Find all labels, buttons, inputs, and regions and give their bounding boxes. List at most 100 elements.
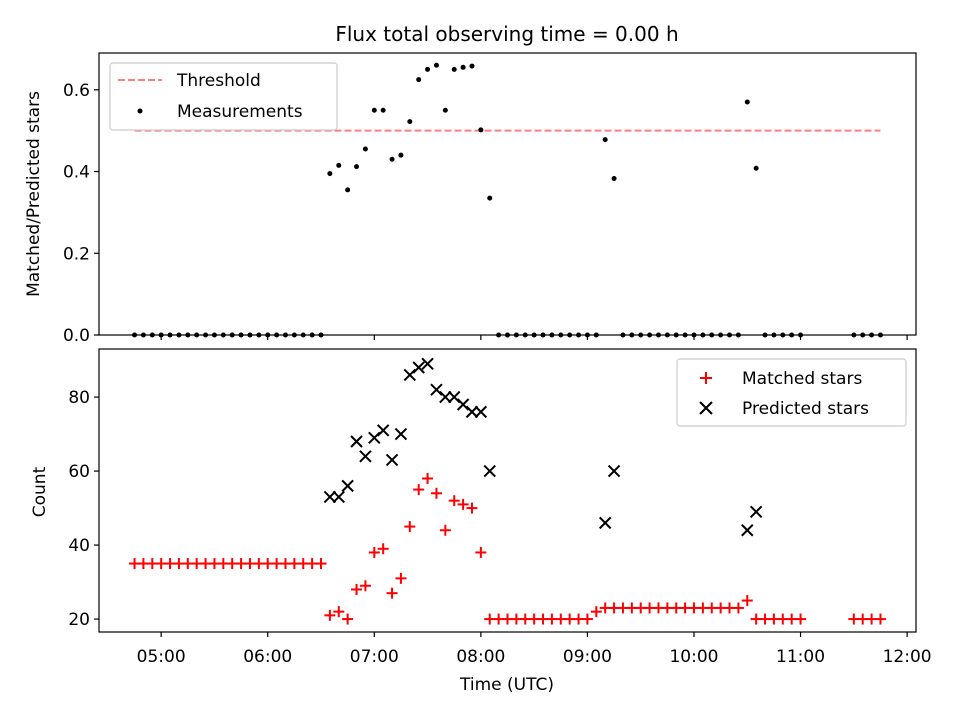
bottom-x-ticks: 05:00 06:00 07:00 08:00 09:00 10:00 11:00 12:00 [137, 632, 932, 667]
top-y-axis-label: Matched/Predicted stars [24, 91, 44, 297]
matched-star-marker [368, 546, 380, 558]
measurement-point [611, 175, 617, 181]
measurement-point [478, 127, 484, 133]
measurement-point [487, 195, 493, 201]
measurement-point [380, 107, 386, 113]
matched-star-marker [342, 613, 354, 625]
measurements-legend-swatch [137, 108, 143, 114]
predicted-star-marker [741, 524, 754, 537]
top-legend-box [109, 62, 338, 131]
predicted-star-marker [749, 505, 763, 518]
predicted-star-marker [448, 390, 461, 404]
bottom-y-axis-label: Count [30, 466, 50, 517]
top-legend: Threshold Measurements [109, 62, 338, 131]
matched-star-marker [333, 606, 345, 618]
predicted-star-marker [403, 368, 417, 382]
predicted-star-marker [359, 450, 372, 463]
predicted-marker-d2 [448, 390, 461, 404]
top-axes-frame [98, 52, 917, 336]
measurements-legend-label: Measurements [177, 102, 303, 122]
predicted-marker-d2 [439, 390, 452, 404]
bottom-axes-frame [98, 348, 917, 633]
predicted-marker-d2 [483, 464, 496, 478]
matched-star-marker [732, 602, 744, 614]
predicted-star-marker [439, 390, 452, 404]
matched-star-marker [377, 543, 389, 555]
predicted-marker-d2 [332, 490, 345, 504]
matched-star-marker [351, 583, 363, 595]
predicted-marker-d2 [421, 357, 434, 371]
x-tick-label: 10:00 [669, 647, 718, 667]
predicted-marker-d2 [741, 524, 754, 537]
measurement-point [602, 137, 608, 143]
measurement-point [433, 62, 439, 68]
bottom-y-tick-label: 60 [68, 462, 90, 482]
measurement-point [336, 162, 342, 168]
matched-star-marker [795, 613, 807, 625]
top-x-ticks [160, 335, 908, 340]
predicted-star-marker [385, 453, 399, 467]
matched-star-marker [315, 558, 327, 570]
bottom-legend: Matched stars Predicted stars [676, 358, 907, 427]
x-tick-label: 12:00 [883, 647, 932, 667]
bottom-axes: 20 40 60 80 05:00 06:00 07:00 08:00 09:00 10:00 1… [30, 348, 932, 695]
x-axis-label: Time (UTC) [459, 675, 554, 695]
measurement-point [389, 156, 395, 162]
matched-star-marker [395, 572, 407, 584]
top-y-tick-label: 0.6 [63, 81, 90, 101]
measurement-point [460, 64, 466, 70]
bottom-y-tick-label: 20 [68, 610, 90, 630]
predicted-star-marker [412, 361, 425, 374]
predicted-star-marker [341, 479, 354, 493]
predicted-marker-d2 [368, 431, 381, 444]
x-tick-label: 11:00 [776, 647, 825, 667]
top-axes: 0.0 0.2 0.4 0.6 Matched/Predicted stars Thr… [24, 52, 917, 346]
matched-star-marker [439, 524, 451, 536]
x-tick-label: 08:00 [456, 647, 505, 667]
predicted-star-marker [430, 383, 443, 396]
measurement-point [354, 164, 360, 170]
predicted-marker-d2 [456, 398, 470, 411]
predicted-star-marker [368, 431, 381, 444]
predicted-marker-d2 [323, 490, 337, 504]
x-tick-label: 05:00 [137, 647, 186, 667]
matched-star-marker [475, 546, 487, 558]
predicted-star-marker [607, 464, 621, 478]
predicted-star-marker [350, 435, 363, 448]
predicted-marker-d2 [394, 427, 408, 441]
matched-star-marker [386, 587, 398, 599]
top-y-tick-label: 0.0 [63, 326, 90, 346]
predicted-marker-d2 [598, 516, 612, 530]
predicted-marker-d2 [341, 479, 354, 493]
matched-star-marker [457, 498, 469, 510]
predicted-star-marker [474, 405, 488, 419]
measurement-point [371, 107, 377, 113]
matched-star-marker [413, 484, 425, 496]
predicted-marker-d2 [749, 505, 763, 518]
measurement-point [753, 165, 759, 171]
bottom-plot-area [129, 357, 886, 625]
measurement-point [469, 63, 475, 69]
matched-star-marker [404, 521, 416, 533]
predicted-marker-d2 [350, 435, 363, 448]
measurement-point [362, 146, 368, 152]
predicted-star-marker [465, 405, 479, 419]
matched-star-marker [590, 606, 602, 618]
predicted-star-marker [483, 464, 496, 478]
matched-star-marker [581, 613, 593, 625]
measurement-point [327, 171, 333, 177]
measurement-point [407, 119, 413, 125]
predicted-marker-d2 [412, 361, 425, 374]
predicted-star-marker [394, 427, 408, 441]
x-tick-label: 06:00 [243, 647, 292, 667]
predicted-marker-d2 [403, 368, 417, 382]
measurement-point [416, 77, 422, 83]
matched-legend-label: Matched stars [742, 369, 862, 389]
predicted-marker-d2 [385, 453, 399, 467]
measurement-point [744, 99, 750, 105]
predicted-marker-d2 [607, 464, 621, 478]
bottom-y-tick-label: 40 [68, 536, 90, 556]
matched-star-marker [422, 472, 434, 484]
